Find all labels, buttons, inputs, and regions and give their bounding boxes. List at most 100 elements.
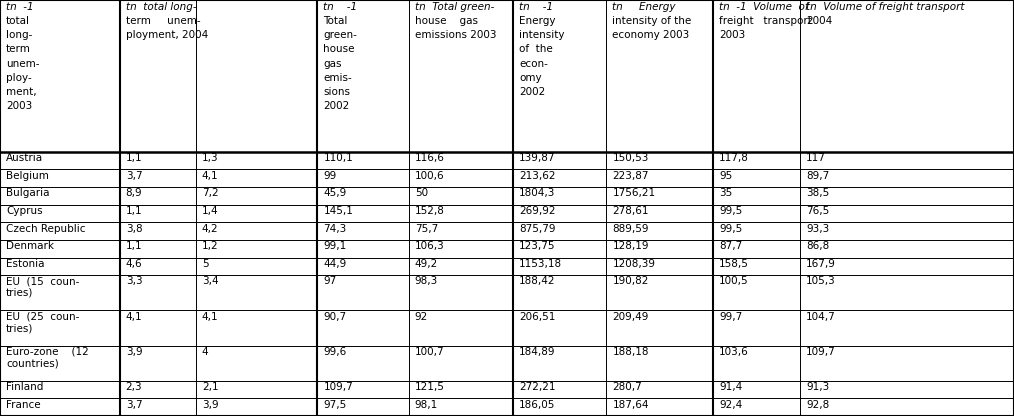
Text: of  the: of the: [519, 45, 553, 54]
Text: Euro-zone    (12
countries): Euro-zone (12 countries): [6, 347, 89, 369]
Text: tn     Energy: tn Energy: [612, 2, 676, 12]
Text: 3,7: 3,7: [126, 171, 142, 181]
Text: 1,3: 1,3: [202, 153, 218, 163]
Text: 98,3: 98,3: [415, 276, 438, 286]
Text: 2003: 2003: [6, 101, 32, 111]
Text: 4,1: 4,1: [202, 171, 218, 181]
Text: 167,9: 167,9: [806, 259, 836, 269]
Text: tn    -1: tn -1: [323, 2, 358, 12]
Text: 100,5: 100,5: [719, 276, 748, 286]
Text: ment,: ment,: [6, 87, 37, 97]
Text: intensity: intensity: [519, 30, 565, 40]
Text: 105,3: 105,3: [806, 276, 836, 286]
Text: 145,1: 145,1: [323, 206, 353, 216]
Text: 139,87: 139,87: [519, 153, 556, 163]
Text: 1,2: 1,2: [202, 241, 218, 251]
Text: Cyprus: Cyprus: [6, 206, 43, 216]
Text: 213,62: 213,62: [519, 171, 556, 181]
Text: tn  Total green-: tn Total green-: [415, 2, 494, 12]
Text: 278,61: 278,61: [612, 206, 649, 216]
Text: 158,5: 158,5: [719, 259, 748, 269]
Text: 206,51: 206,51: [519, 312, 556, 322]
Text: 106,3: 106,3: [415, 241, 444, 251]
Text: 280,7: 280,7: [612, 382, 642, 392]
Text: Belgium: Belgium: [6, 171, 49, 181]
Text: intensity of the: intensity of the: [612, 16, 692, 26]
Text: freight   transport: freight transport: [719, 16, 812, 26]
Text: unem-: unem-: [6, 59, 40, 69]
Text: 91,4: 91,4: [719, 382, 742, 392]
Text: 3,3: 3,3: [126, 276, 142, 286]
Text: 117,8: 117,8: [719, 153, 748, 163]
Text: 92: 92: [415, 312, 428, 322]
Text: 97: 97: [323, 276, 337, 286]
Text: 187,64: 187,64: [612, 400, 649, 410]
Text: Total: Total: [323, 16, 348, 26]
Text: 89,7: 89,7: [806, 171, 829, 181]
Text: tn  -1  Volume  of: tn -1 Volume of: [719, 2, 808, 12]
Text: 188,18: 188,18: [612, 347, 649, 357]
Text: gas: gas: [323, 59, 342, 69]
Text: 8,9: 8,9: [126, 188, 142, 198]
Text: France: France: [6, 400, 41, 410]
Text: 103,6: 103,6: [719, 347, 748, 357]
Text: 97,5: 97,5: [323, 400, 347, 410]
Text: 889,59: 889,59: [612, 223, 649, 233]
Text: 4: 4: [202, 347, 209, 357]
Text: 1,1: 1,1: [126, 241, 142, 251]
Text: 2002: 2002: [519, 87, 546, 97]
Text: Bulgaria: Bulgaria: [6, 188, 50, 198]
Text: 5: 5: [202, 259, 209, 269]
Text: tn    -1: tn -1: [519, 2, 554, 12]
Text: 150,53: 150,53: [612, 153, 649, 163]
Text: tn  total long-: tn total long-: [126, 2, 197, 12]
Text: 184,89: 184,89: [519, 347, 556, 357]
Text: 2003: 2003: [719, 30, 745, 40]
Text: 92,4: 92,4: [719, 400, 742, 410]
Text: 50: 50: [415, 188, 428, 198]
Text: 44,9: 44,9: [323, 259, 347, 269]
Text: 1756,21: 1756,21: [612, 188, 656, 198]
Text: 100,6: 100,6: [415, 171, 444, 181]
Text: 109,7: 109,7: [323, 382, 353, 392]
Text: 91,3: 91,3: [806, 382, 829, 392]
Text: 75,7: 75,7: [415, 223, 438, 233]
Text: 186,05: 186,05: [519, 400, 556, 410]
Text: 90,7: 90,7: [323, 312, 347, 322]
Text: 109,7: 109,7: [806, 347, 836, 357]
Text: EU  (25  coun-
tries): EU (25 coun- tries): [6, 312, 79, 333]
Text: 35: 35: [719, 188, 732, 198]
Text: 99,5: 99,5: [719, 223, 742, 233]
Text: total: total: [6, 16, 30, 26]
Text: tn  -1: tn -1: [6, 2, 33, 12]
Text: Czech Republic: Czech Republic: [6, 223, 85, 233]
Text: 99,5: 99,5: [719, 206, 742, 216]
Text: 4,6: 4,6: [126, 259, 142, 269]
Text: emissions 2003: emissions 2003: [415, 30, 496, 40]
Text: 76,5: 76,5: [806, 206, 829, 216]
Text: 4,1: 4,1: [202, 312, 218, 322]
Text: 99,7: 99,7: [719, 312, 742, 322]
Text: long-: long-: [6, 30, 32, 40]
Text: ploy-: ploy-: [6, 73, 31, 83]
Text: 92,8: 92,8: [806, 400, 829, 410]
Text: 123,75: 123,75: [519, 241, 556, 251]
Text: 95: 95: [719, 171, 732, 181]
Text: 87,7: 87,7: [719, 241, 742, 251]
Text: 99,1: 99,1: [323, 241, 347, 251]
Text: 1208,39: 1208,39: [612, 259, 655, 269]
Text: 93,3: 93,3: [806, 223, 829, 233]
Text: 875,79: 875,79: [519, 223, 556, 233]
Text: 38,5: 38,5: [806, 188, 829, 198]
Text: 2,3: 2,3: [126, 382, 142, 392]
Text: 3,8: 3,8: [126, 223, 142, 233]
Text: Estonia: Estonia: [6, 259, 45, 269]
Text: 4,2: 4,2: [202, 223, 218, 233]
Text: ployment, 2004: ployment, 2004: [126, 30, 208, 40]
Text: 188,42: 188,42: [519, 276, 556, 286]
Text: 3,7: 3,7: [126, 400, 142, 410]
Text: 1804,3: 1804,3: [519, 188, 556, 198]
Text: Austria: Austria: [6, 153, 44, 163]
Text: 128,19: 128,19: [612, 241, 649, 251]
Text: 1,4: 1,4: [202, 206, 218, 216]
